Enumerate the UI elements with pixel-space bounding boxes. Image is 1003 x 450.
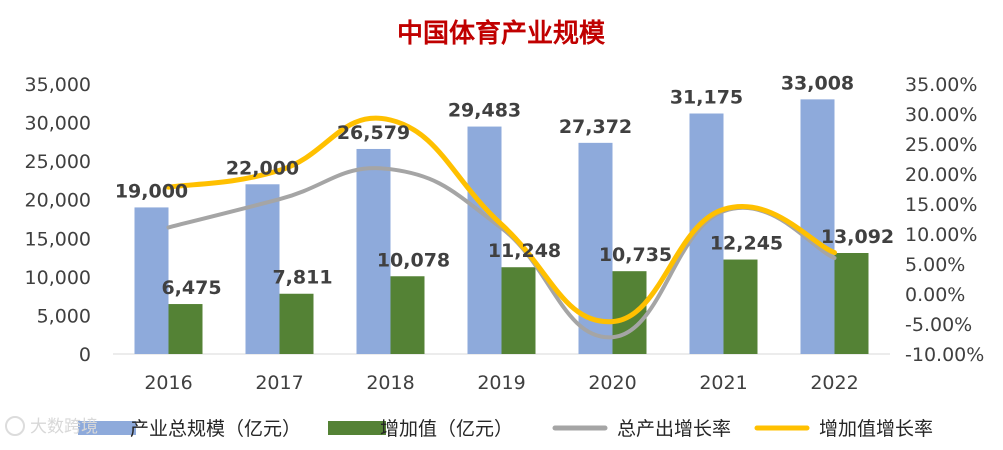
y-right-tick-label: 25.00%	[905, 134, 977, 156]
data-label: 12,245	[710, 233, 783, 255]
y-right-tick-label: -10.00%	[905, 344, 984, 366]
y-left-tick-label: 5,000	[37, 305, 91, 327]
bar	[168, 304, 203, 354]
bar	[612, 271, 647, 354]
x-tick-label: 2020	[588, 372, 636, 394]
y-left-tick-label: 35,000	[25, 74, 91, 96]
data-label: 11,248	[488, 240, 561, 262]
bar	[245, 184, 280, 354]
y-left-tick-label: 15,000	[25, 228, 91, 250]
x-tick-label: 2021	[699, 372, 747, 394]
data-label: 6,475	[161, 277, 221, 299]
x-tick-label: 2016	[144, 372, 192, 394]
bar	[134, 207, 169, 354]
data-label: 29,483	[448, 100, 521, 122]
bar	[501, 267, 536, 354]
legend-label: 增加值（亿元）	[380, 418, 513, 440]
x-tick-label: 2022	[810, 372, 858, 394]
x-tick-label: 2018	[366, 372, 414, 394]
data-label: 31,175	[670, 87, 743, 109]
bar	[723, 259, 758, 354]
plot-area: 0 5,000 10,000 15,000 20,000 25,000 30,000 35,0…	[25, 72, 985, 394]
legend-label: 产业总规模（亿元）	[130, 418, 301, 440]
series-line	[166, 115, 837, 325]
data-label: 19,000	[115, 180, 188, 202]
y-right-tick-label: 10.00%	[905, 224, 977, 246]
legend-swatch	[328, 421, 386, 435]
y-right-tick-label: 15.00%	[905, 194, 977, 216]
y-right-tick-label: 20.00%	[905, 164, 977, 186]
chart-title: 中国体育产业规模	[397, 18, 606, 49]
y-right-tick-label: 5.00%	[905, 254, 965, 276]
bar	[834, 253, 869, 354]
y-left-tick-label: 10,000	[25, 267, 91, 289]
y-left-tick-label: 20,000	[25, 190, 91, 212]
y-left-tick-label: 30,000	[25, 113, 91, 135]
bar	[356, 148, 391, 354]
data-label: 10,078	[377, 249, 450, 271]
data-label: 10,735	[599, 244, 672, 266]
y-right-tick-label: 0.00%	[905, 284, 965, 306]
legend-label: 增加值增长率	[819, 418, 933, 440]
y-right-tick-label: -5.00%	[905, 314, 972, 336]
y-left-tick-label: 25,000	[25, 151, 91, 173]
bar	[279, 293, 314, 354]
data-label: 13,092	[821, 226, 894, 248]
y-left-tick-label: 0	[79, 344, 91, 366]
y-right-tick-label: 35.00%	[905, 74, 977, 96]
watermark-text: 大数跨境	[30, 417, 98, 437]
data-label: 27,372	[559, 116, 632, 138]
data-label: 7,811	[272, 267, 332, 289]
x-tick-label: 2019	[477, 372, 525, 394]
data-label: 33,008	[781, 72, 854, 94]
legend-swatch	[78, 421, 136, 435]
bar	[800, 99, 835, 355]
watermark: 大数跨境	[5, 416, 98, 437]
legend-label: 总产出增长率	[617, 418, 731, 440]
data-label: 22,000	[226, 157, 299, 179]
y-right-tick-label: 30.00%	[905, 104, 977, 126]
bar	[467, 126, 502, 354]
legend: 产业总规模（亿元） 增加值（亿元） 总产出增长率 增加值增长率	[78, 418, 933, 440]
watermark-icon	[5, 416, 25, 436]
data-label: 26,579	[337, 122, 410, 144]
bar	[390, 276, 425, 354]
x-tick-label: 2017	[255, 372, 303, 394]
